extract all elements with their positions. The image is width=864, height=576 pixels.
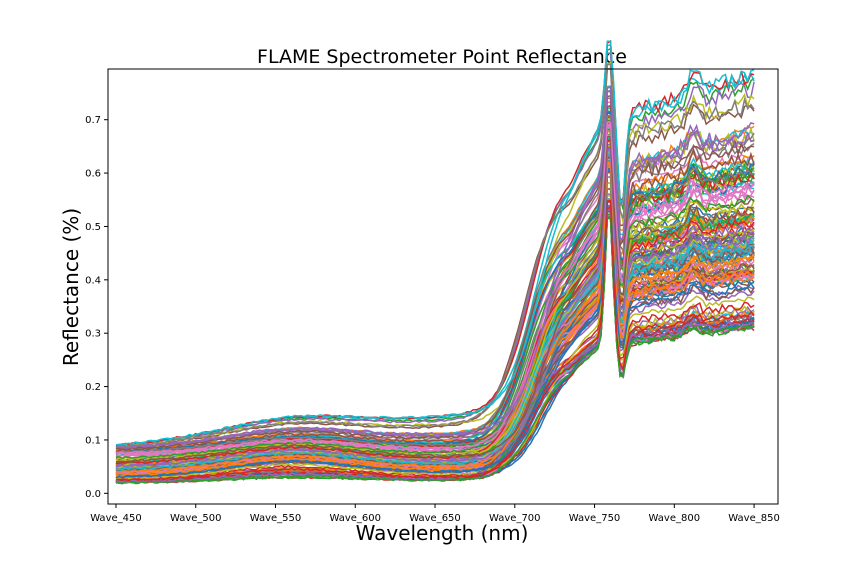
y-tick-label: 0.3 xyxy=(85,329,101,340)
spectrum-line xyxy=(115,161,755,474)
x-tick-label: Wave_800 xyxy=(649,513,701,524)
y-tick-label: 0.2 xyxy=(85,382,101,393)
x-tick-label: Wave_700 xyxy=(489,513,541,524)
spectrum-line xyxy=(115,166,755,477)
spectrum-line xyxy=(115,216,755,485)
spectrum-line xyxy=(115,167,755,477)
y-tick-label: 0.6 xyxy=(85,169,101,180)
spectrum-line xyxy=(115,40,755,446)
y-tick-label: 0.4 xyxy=(85,275,101,286)
plot-frame xyxy=(107,68,779,505)
x-tick-label: Wave_500 xyxy=(170,513,222,524)
x-tick-label: Wave_550 xyxy=(250,513,302,524)
spectrum-line xyxy=(115,43,755,447)
spectrum-line xyxy=(115,128,755,460)
spectrum-line xyxy=(115,52,755,448)
x-tick-label: Wave_750 xyxy=(569,513,621,524)
x-axis-label: Wavelength (nm) xyxy=(356,521,529,545)
chart-title: FLAME Spectrometer Point Reflectance xyxy=(257,46,627,68)
spectrum-line xyxy=(115,181,755,480)
spectrum-line xyxy=(115,137,755,465)
x-axis: Wave_450 Wave_500 Wave_550 Wave_600 Wave_650… xyxy=(90,504,780,524)
x-tick-label: Wave_600 xyxy=(329,513,381,524)
spectrum-line xyxy=(115,167,755,477)
spectrum-line xyxy=(115,164,755,476)
x-tick-label: Wave_850 xyxy=(728,513,780,524)
spectrum-line xyxy=(115,135,755,463)
spectrum-line xyxy=(115,199,755,482)
y-axis: 0.0 0.1 0.2 0.3 0.4 0.5 0.6 0.7 xyxy=(85,115,108,500)
spectrum-line xyxy=(115,121,755,455)
plot-area xyxy=(115,39,755,485)
spectrum-line xyxy=(115,148,755,468)
y-axis-label: Reflectance (%) xyxy=(59,208,83,366)
x-tick-label: Wave_450 xyxy=(90,513,142,524)
x-tick-label: Wave_650 xyxy=(409,513,461,524)
y-tick-label: 0.1 xyxy=(85,435,101,446)
spectrum-line xyxy=(115,140,755,465)
spectrum-line xyxy=(115,114,755,453)
spectrum-line xyxy=(116,153,755,471)
spectrum-line xyxy=(115,104,755,453)
spectrum-line xyxy=(115,168,755,479)
spectrum-line xyxy=(115,63,755,448)
spectrum-line xyxy=(115,137,755,464)
y-tick-label: 0.5 xyxy=(85,222,101,233)
y-tick-label: 0.7 xyxy=(85,115,101,126)
spectrum-line xyxy=(115,89,755,449)
spectrum-line xyxy=(115,137,755,464)
y-tick-label: 0.0 xyxy=(85,489,101,500)
